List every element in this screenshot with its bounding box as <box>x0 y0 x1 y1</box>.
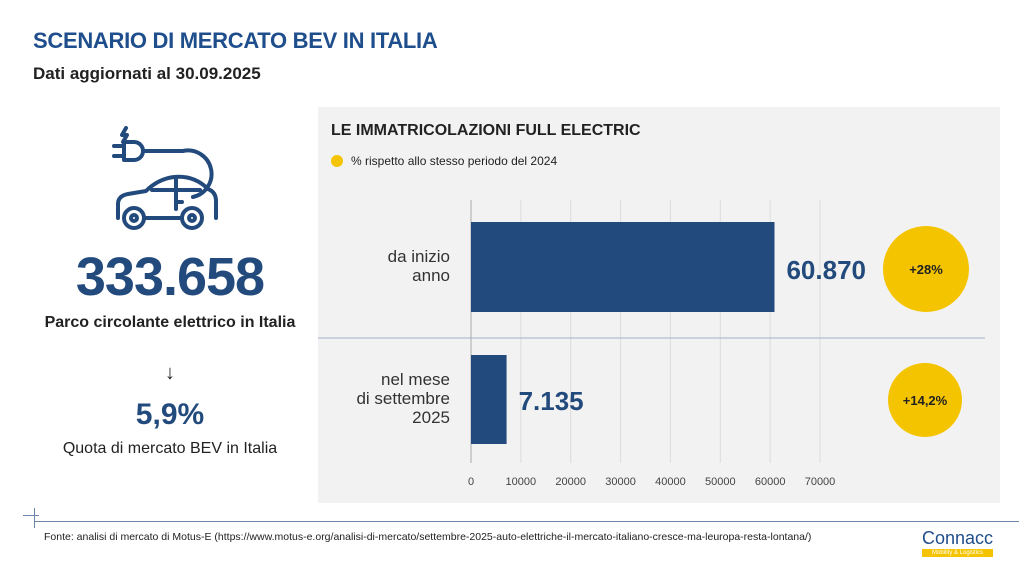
page-subtitle: Dati aggiornati al 30.09.2025 <box>33 64 261 83</box>
market-share-value: 5,9% <box>135 398 205 431</box>
yoy-label: +14,2% <box>903 393 948 408</box>
page-title: SCENARIO DI MERCATO BEV IN ITALIA <box>33 28 438 53</box>
logo-text: Connacc <box>922 528 994 548</box>
x-tick-label: 70000 <box>805 476 836 488</box>
x-tick-label: 20000 <box>555 476 586 488</box>
corner-mark <box>34 508 35 528</box>
footer-divider <box>34 521 1019 522</box>
bar-value-label: 60.870 <box>786 255 866 285</box>
arrow-down-icon: ↓ <box>165 362 175 384</box>
category-label: di settembre <box>356 389 450 408</box>
yoy-circle <box>888 363 962 437</box>
fleet-label: Parco circolante elettrico in Italia <box>44 314 296 331</box>
legend-label: % rispetto allo stesso periodo del 2024 <box>351 154 558 168</box>
source-note: Fonte: analisi di mercato di Motus-E (ht… <box>44 531 812 543</box>
corner-mark <box>23 515 39 516</box>
bar <box>471 222 775 312</box>
chart-title: LE IMMATRICOLAZIONI FULL ELECTRIC <box>331 122 641 139</box>
yoy-circle <box>883 226 969 312</box>
chart-legend: % rispetto allo stesso periodo del 2024 <box>331 154 557 168</box>
category-label: anno <box>412 266 450 285</box>
bar <box>471 355 507 444</box>
category-label: nel mese <box>381 370 450 389</box>
category-label: 2025 <box>412 408 450 427</box>
market-share-label: Quota di mercato BEV in Italia <box>62 440 278 457</box>
x-tick-label: 10000 <box>506 476 537 488</box>
bar-value-label: 7.135 <box>519 386 584 416</box>
x-tick-label: 60000 <box>755 476 786 488</box>
logo-subtext: Mobility & Logistics <box>922 549 994 557</box>
electric-car-plug-icon <box>112 126 218 230</box>
yoy-label: +28% <box>909 262 943 277</box>
connacc-logo: Connacc Mobility & Logistics <box>922 528 994 557</box>
legend-dot-icon <box>331 155 343 167</box>
x-tick-label: 0 <box>468 476 474 488</box>
x-tick-label: 30000 <box>605 476 636 488</box>
x-tick-label: 50000 <box>705 476 736 488</box>
category-label: da inizio <box>388 247 450 266</box>
fleet-value: 333.658 <box>75 247 265 307</box>
x-tick-label: 40000 <box>655 476 686 488</box>
